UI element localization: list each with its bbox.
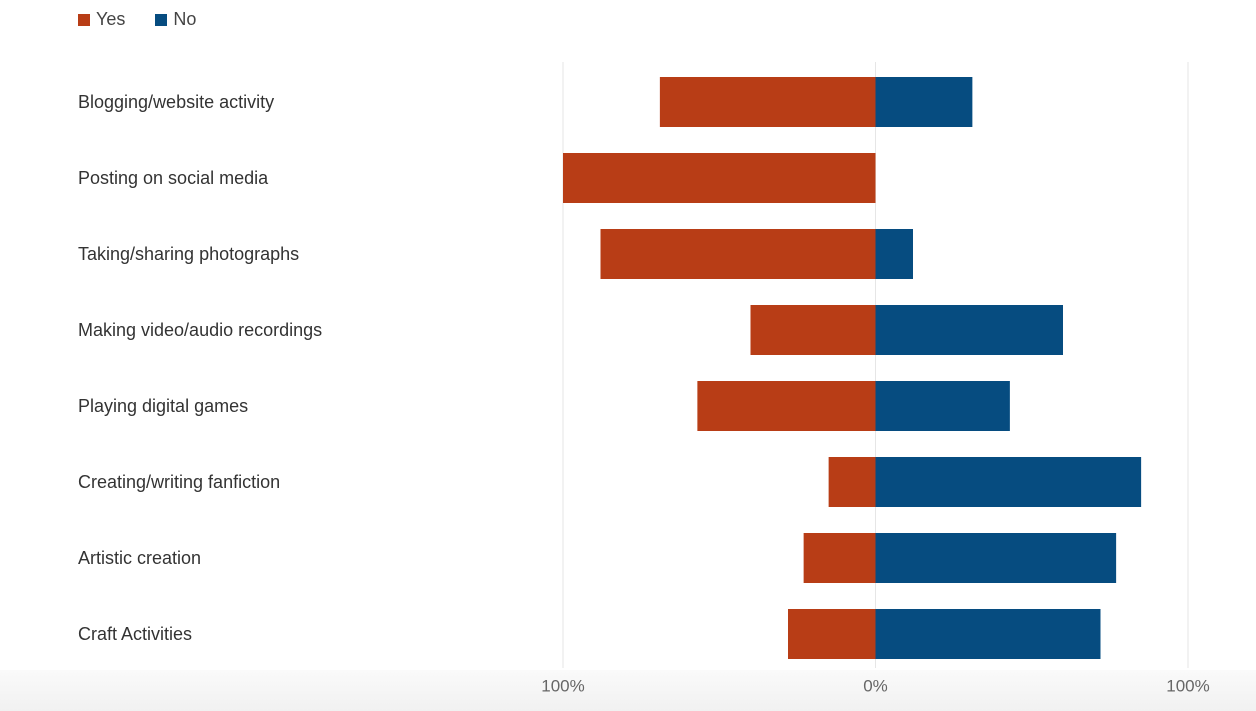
bar-yes-playing-digital-games <box>697 381 876 431</box>
bar-no-craft-activities <box>875 609 1101 659</box>
bar-no-playing-digital-games <box>875 381 1010 431</box>
category-label-making-video-audio-recordings: Making video/audio recordings <box>78 320 322 340</box>
legend-item-no: No <box>155 9 196 30</box>
legend-label-no: No <box>173 9 197 29</box>
footer-band <box>0 670 1256 711</box>
bar-yes-creating-writing-fanfiction <box>828 457 876 507</box>
category-label-creating-writing-fanfiction: Creating/writing fanfiction <box>78 472 280 492</box>
bar-no-taking-sharing-photographs <box>875 229 913 279</box>
category-label-craft-activities: Craft Activities <box>78 624 192 644</box>
bar-yes-artistic-creation <box>803 533 876 583</box>
bar-no-artistic-creation <box>875 533 1117 583</box>
category-label-playing-digital-games: Playing digital games <box>78 396 248 416</box>
category-label-artistic-creation: Artistic creation <box>78 548 201 568</box>
tick-label-0: 100% <box>541 677 584 696</box>
category-label-posting-on-social-media: Posting on social media <box>78 168 269 188</box>
category-label-taking-sharing-photographs: Taking/sharing photographs <box>78 244 299 264</box>
bar-yes-making-video-audio-recordings <box>750 305 876 355</box>
bar-yes-posting-on-social-media <box>563 153 876 203</box>
legend-swatch-no <box>155 13 168 26</box>
tick-label-2: 100% <box>1166 677 1209 696</box>
legend-item-yes: Yes <box>78 9 125 30</box>
legend: Yes No <box>78 9 226 30</box>
tick-label-1: 0% <box>863 677 888 696</box>
bar-yes-blogging-website-activity <box>659 77 876 127</box>
bar-yes-taking-sharing-photographs <box>600 229 876 279</box>
category-label-blogging-website-activity: Blogging/website activity <box>78 92 274 112</box>
bar-no-making-video-audio-recordings <box>875 305 1063 355</box>
bar-no-creating-writing-fanfiction <box>875 457 1142 507</box>
bar-yes-craft-activities <box>788 609 876 659</box>
legend-label-yes: Yes <box>96 9 126 29</box>
legend-swatch-yes <box>78 13 90 26</box>
bar-no-blogging-website-activity <box>875 77 973 127</box>
